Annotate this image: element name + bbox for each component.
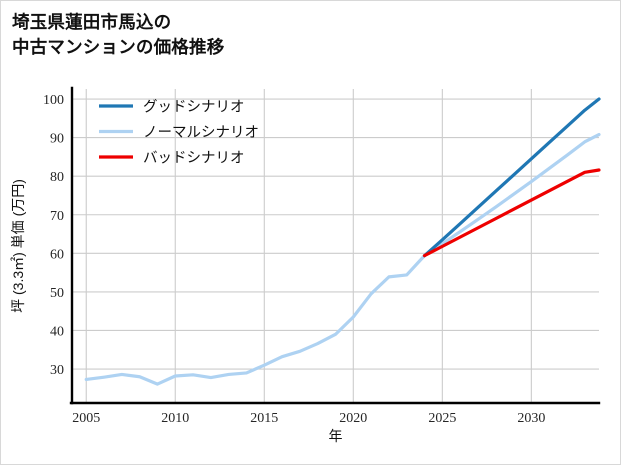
y-tick-label: 40	[50, 324, 64, 339]
gridlines	[72, 89, 599, 403]
legend-label-normal: ノーマルシナリオ	[143, 125, 259, 141]
y-tick-label: 90	[50, 132, 64, 147]
y-axis-ticks: 30 40 50 60 70 80 90 100	[43, 93, 64, 378]
y-tick-label: 80	[50, 170, 64, 185]
x-tick-label: 2030	[517, 411, 545, 426]
series-line-bad	[422, 168, 601, 258]
page-title: 埼玉県蓮田市馬込の 中古マンションの価格推移	[12, 12, 225, 57]
y-tick-label: 50	[50, 286, 64, 301]
series-line-good	[422, 97, 601, 258]
axis-spines	[69, 86, 601, 405]
data-series	[84, 97, 601, 386]
x-tick-label: 2010	[161, 411, 189, 426]
x-tick-label: 2020	[339, 411, 367, 426]
legend-label-good: グッドシナリオ	[143, 99, 245, 116]
y-axis-title: 坪 (3.3㎡) 単価 (万円)	[10, 179, 26, 313]
x-tick-label: 2025	[428, 411, 456, 426]
legend-item-good: グッドシナリオ	[99, 99, 245, 116]
legend-label-bad: バッドシナリオ	[143, 151, 245, 167]
y-tick-label: 100	[43, 93, 64, 108]
x-tick-label: 2015	[250, 411, 278, 426]
x-axis-title: 年	[329, 428, 343, 444]
y-tick-label: 30	[50, 363, 64, 378]
legend-item-normal: ノーマルシナリオ	[99, 125, 259, 141]
legend-item-bad: バッドシナリオ	[99, 151, 245, 167]
y-tick-label: 70	[50, 209, 64, 224]
x-axis-ticks: 2005 2010 2015 2020 2025 2030	[72, 411, 545, 426]
y-tick-label: 60	[50, 247, 64, 262]
series-line-normal	[84, 132, 601, 386]
x-tick-label: 2005	[72, 411, 100, 426]
axis-titles: 年 坪 (3.3㎡) 単価 (万円)	[10, 179, 343, 444]
